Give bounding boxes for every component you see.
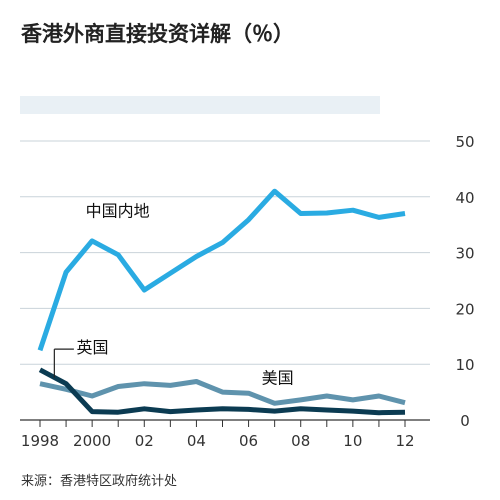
y-tick-label-40: 40 — [455, 189, 474, 207]
series-line-1 — [39, 379, 406, 406]
gridlines — [20, 140, 430, 365]
x-tick-label-2002: 02 — [135, 432, 154, 450]
y-tick-label-0: 0 — [460, 412, 470, 430]
series-line-0 — [37, 188, 406, 352]
series-label-uk: 英国 — [77, 338, 109, 357]
series-lines — [37, 188, 406, 416]
series-label-mainland-china: 中国内地 — [86, 201, 150, 220]
chart-title: 香港外商直接投资详解（％） — [21, 22, 294, 46]
x-axis-ticks: 1998 2000 02 04 06 08 10 12 — [21, 420, 415, 450]
y-tick-label-30: 30 — [455, 245, 474, 263]
chart-shaded-band — [20, 96, 380, 114]
x-tick-label-2010: 10 — [343, 432, 362, 450]
x-tick-label-1998: 1998 — [21, 432, 59, 450]
x-tick-label-2006: 06 — [239, 432, 258, 450]
y-tick-label-10: 10 — [455, 356, 474, 374]
y-tick-label-20: 20 — [455, 300, 474, 318]
series-label-usa: 美国 — [262, 369, 294, 388]
x-tick-label-2008: 08 — [291, 432, 310, 450]
x-tick-label-2000: 2000 — [73, 432, 111, 450]
y-axis-tick-labels: 0 10 20 30 40 50 — [455, 133, 474, 430]
x-tick-label-2012: 12 — [395, 432, 414, 450]
series-labels: 中国内地 美国 英国 — [53, 201, 294, 388]
x-tick-label-2004: 04 — [187, 432, 206, 450]
y-tick-label-50: 50 — [455, 133, 474, 151]
source-note: 来源：香港特区政府统计处 — [21, 474, 178, 489]
series-line-2 — [38, 367, 406, 416]
